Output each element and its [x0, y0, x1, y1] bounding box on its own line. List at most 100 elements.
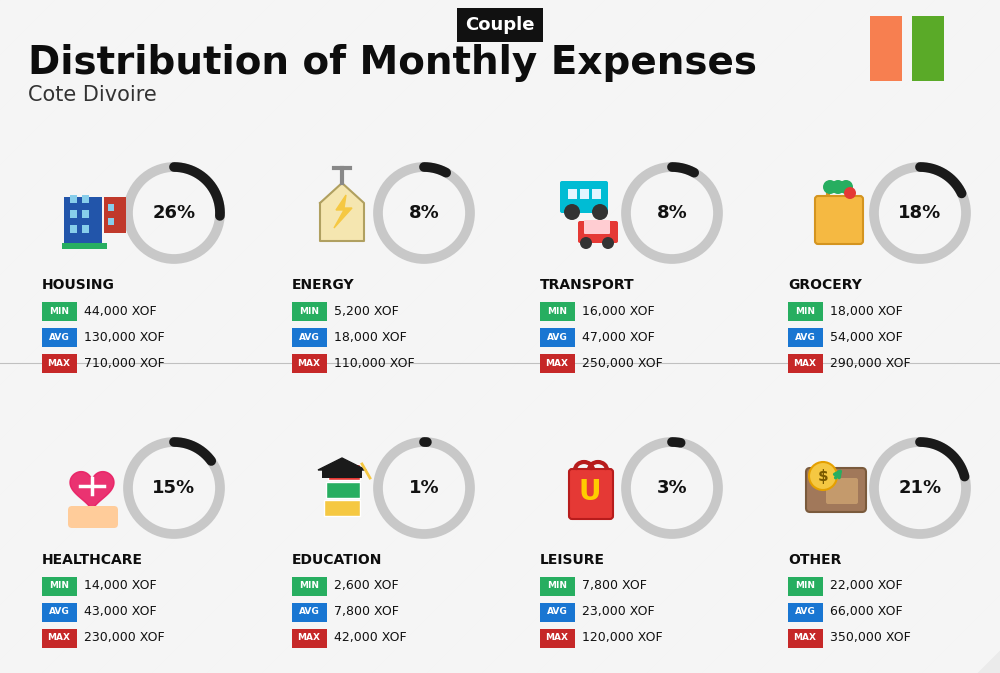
FancyBboxPatch shape [328, 464, 360, 480]
Text: MIN: MIN [299, 306, 319, 316]
Text: 230,000 XOF: 230,000 XOF [84, 631, 165, 645]
Text: 26%: 26% [152, 204, 196, 222]
FancyBboxPatch shape [592, 189, 601, 199]
FancyBboxPatch shape [292, 629, 326, 647]
Text: AVG: AVG [795, 608, 815, 616]
FancyBboxPatch shape [292, 302, 326, 320]
Text: EDUCATION: EDUCATION [292, 553, 382, 567]
Text: LEISURE: LEISURE [540, 553, 605, 567]
Text: MIN: MIN [795, 581, 815, 590]
Text: AVG: AVG [49, 608, 69, 616]
FancyBboxPatch shape [42, 302, 76, 320]
Text: MAX: MAX [298, 359, 320, 367]
Text: 54,000 XOF: 54,000 XOF [830, 330, 903, 343]
Text: AVG: AVG [795, 332, 815, 341]
Text: 18%: 18% [898, 204, 942, 222]
Text: 23,000 XOF: 23,000 XOF [582, 606, 655, 618]
Text: 47,000 XOF: 47,000 XOF [582, 330, 655, 343]
Text: 21%: 21% [898, 479, 942, 497]
FancyBboxPatch shape [326, 482, 360, 498]
Text: MIN: MIN [49, 306, 69, 316]
FancyBboxPatch shape [64, 197, 102, 245]
Circle shape [602, 237, 614, 249]
FancyBboxPatch shape [42, 629, 76, 647]
Text: TRANSPORT: TRANSPORT [540, 278, 635, 292]
FancyBboxPatch shape [324, 500, 360, 516]
Text: U: U [579, 478, 601, 506]
Text: 15%: 15% [152, 479, 196, 497]
FancyBboxPatch shape [788, 302, 822, 320]
Polygon shape [318, 458, 366, 470]
Text: 110,000 XOF: 110,000 XOF [334, 357, 415, 369]
Text: 8%: 8% [657, 204, 687, 222]
Text: MIN: MIN [547, 306, 567, 316]
Text: 14,000 XOF: 14,000 XOF [84, 579, 157, 592]
FancyBboxPatch shape [826, 478, 858, 504]
Polygon shape [320, 183, 364, 241]
FancyBboxPatch shape [569, 469, 613, 519]
Text: MAX: MAX [546, 359, 568, 367]
Text: 18,000 XOF: 18,000 XOF [334, 330, 407, 343]
Text: AVG: AVG [299, 332, 319, 341]
Text: 290,000 XOF: 290,000 XOF [830, 357, 911, 369]
Text: MIN: MIN [795, 306, 815, 316]
FancyBboxPatch shape [82, 195, 89, 203]
FancyBboxPatch shape [70, 210, 77, 218]
Text: HOUSING: HOUSING [42, 278, 115, 292]
Circle shape [592, 204, 608, 220]
Text: MAX: MAX [794, 633, 816, 643]
FancyBboxPatch shape [584, 220, 610, 234]
FancyBboxPatch shape [42, 577, 76, 596]
FancyBboxPatch shape [70, 225, 77, 233]
Text: 42,000 XOF: 42,000 XOF [334, 631, 407, 645]
Text: MAX: MAX [794, 359, 816, 367]
Text: AVG: AVG [49, 332, 69, 341]
Circle shape [823, 180, 837, 194]
FancyBboxPatch shape [292, 328, 326, 347]
Text: 1%: 1% [409, 479, 439, 497]
Text: AVG: AVG [299, 608, 319, 616]
Text: 120,000 XOF: 120,000 XOF [582, 631, 663, 645]
Text: 710,000 XOF: 710,000 XOF [84, 357, 165, 369]
FancyBboxPatch shape [568, 189, 577, 199]
Text: AVG: AVG [547, 332, 567, 341]
FancyBboxPatch shape [912, 16, 944, 81]
FancyBboxPatch shape [540, 302, 574, 320]
Text: 2,600 XOF: 2,600 XOF [334, 579, 399, 592]
FancyBboxPatch shape [108, 218, 114, 225]
Text: Cote Divoire: Cote Divoire [28, 85, 157, 105]
FancyBboxPatch shape [788, 328, 822, 347]
FancyBboxPatch shape [292, 577, 326, 596]
Circle shape [831, 180, 845, 194]
FancyBboxPatch shape [578, 221, 618, 243]
Text: 16,000 XOF: 16,000 XOF [582, 304, 655, 318]
Circle shape [580, 237, 592, 249]
FancyBboxPatch shape [580, 189, 589, 199]
Text: Couple: Couple [465, 16, 535, 34]
Text: MAX: MAX [48, 633, 70, 643]
FancyBboxPatch shape [788, 577, 822, 596]
Circle shape [839, 180, 853, 194]
Text: OTHER: OTHER [788, 553, 841, 567]
FancyBboxPatch shape [82, 225, 89, 233]
Text: 18,000 XOF: 18,000 XOF [830, 304, 903, 318]
FancyBboxPatch shape [62, 243, 107, 249]
Text: GROCERY: GROCERY [788, 278, 862, 292]
Text: MIN: MIN [49, 581, 69, 590]
FancyBboxPatch shape [560, 181, 608, 213]
FancyBboxPatch shape [104, 197, 126, 233]
Circle shape [844, 187, 856, 199]
Text: Distribution of Monthly Expenses: Distribution of Monthly Expenses [28, 44, 757, 82]
Text: 44,000 XOF: 44,000 XOF [84, 304, 157, 318]
FancyBboxPatch shape [42, 602, 76, 621]
FancyBboxPatch shape [788, 629, 822, 647]
FancyBboxPatch shape [108, 204, 114, 211]
Circle shape [809, 462, 837, 490]
Text: 7,800 XOF: 7,800 XOF [582, 579, 647, 592]
FancyBboxPatch shape [788, 353, 822, 372]
Text: 350,000 XOF: 350,000 XOF [830, 631, 911, 645]
FancyBboxPatch shape [540, 629, 574, 647]
Text: 43,000 XOF: 43,000 XOF [84, 606, 157, 618]
Text: HEALTHCARE: HEALTHCARE [42, 553, 143, 567]
Text: ENERGY: ENERGY [292, 278, 355, 292]
